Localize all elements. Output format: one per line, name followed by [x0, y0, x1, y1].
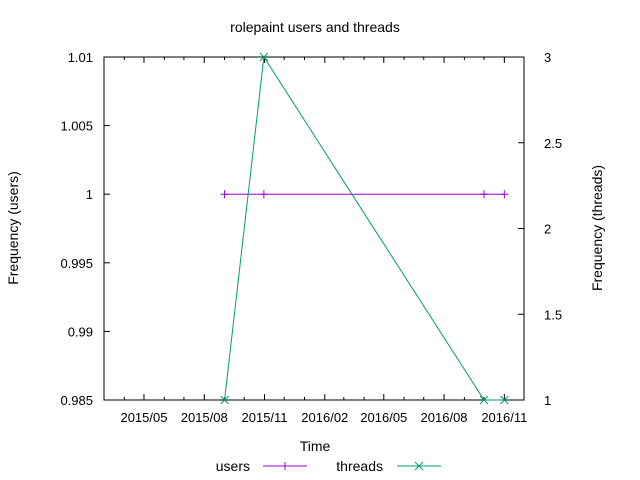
- legend-marker-threads: [414, 461, 424, 471]
- data-point-threads: [479, 395, 489, 405]
- x-tick-label: 2016/02: [301, 410, 348, 425]
- x-tick-label: 2015/08: [181, 410, 228, 425]
- data-point-threads: [499, 395, 509, 405]
- y-right-tick-label: 1.5: [544, 307, 562, 322]
- x-tick-label: 2015/05: [120, 410, 167, 425]
- legend: users threads: [216, 458, 441, 474]
- series-layer: [220, 52, 509, 405]
- data-point-users: [220, 190, 229, 199]
- y-right-tick-label: 3: [544, 50, 551, 65]
- chart-title: rolepaint users and threads: [230, 19, 400, 35]
- x-tick-label: 2015/11: [242, 410, 288, 425]
- y-axis-left-label: Frequency (users): [5, 171, 21, 285]
- data-point-users: [500, 190, 509, 199]
- data-point-users: [259, 190, 268, 199]
- x-axis-label: Time: [300, 438, 331, 454]
- y-right-tick-label: 1: [544, 393, 551, 408]
- y-left-tick-label: 0.99: [68, 324, 93, 339]
- y-left-tick-label: 0.985: [60, 393, 93, 408]
- plot-frame: [103, 56, 525, 401]
- y-left-tick-label: 1.005: [60, 119, 93, 134]
- y-axis-right-label: Frequency (threads): [589, 165, 605, 291]
- y-left-tick-label: 1.01: [68, 50, 93, 65]
- x-tick-label: 2016/05: [360, 410, 407, 425]
- series-line-threads: [224, 55, 505, 401]
- y-right-tick-label: 2: [544, 222, 551, 237]
- y-left-tick-label: 0.995: [60, 256, 93, 271]
- data-point-users: [480, 190, 489, 199]
- legend-label-users: users: [216, 458, 250, 474]
- x-tick-label: 2016/11: [481, 410, 527, 425]
- legend-label-threads: threads: [336, 458, 383, 474]
- y-left-tick-label: 1: [86, 187, 93, 202]
- ticks: 0.985 0.99 0.995 1 1.005 1.01 1 1.5 2 2.5 3 2015/05…: [60, 50, 562, 425]
- data-point-threads: [259, 52, 269, 62]
- legend-marker-users: [281, 462, 289, 470]
- data-point-threads: [220, 395, 229, 405]
- y-right-tick-label: 2.5: [544, 136, 562, 151]
- x-tick-label: 2016/08: [421, 410, 468, 425]
